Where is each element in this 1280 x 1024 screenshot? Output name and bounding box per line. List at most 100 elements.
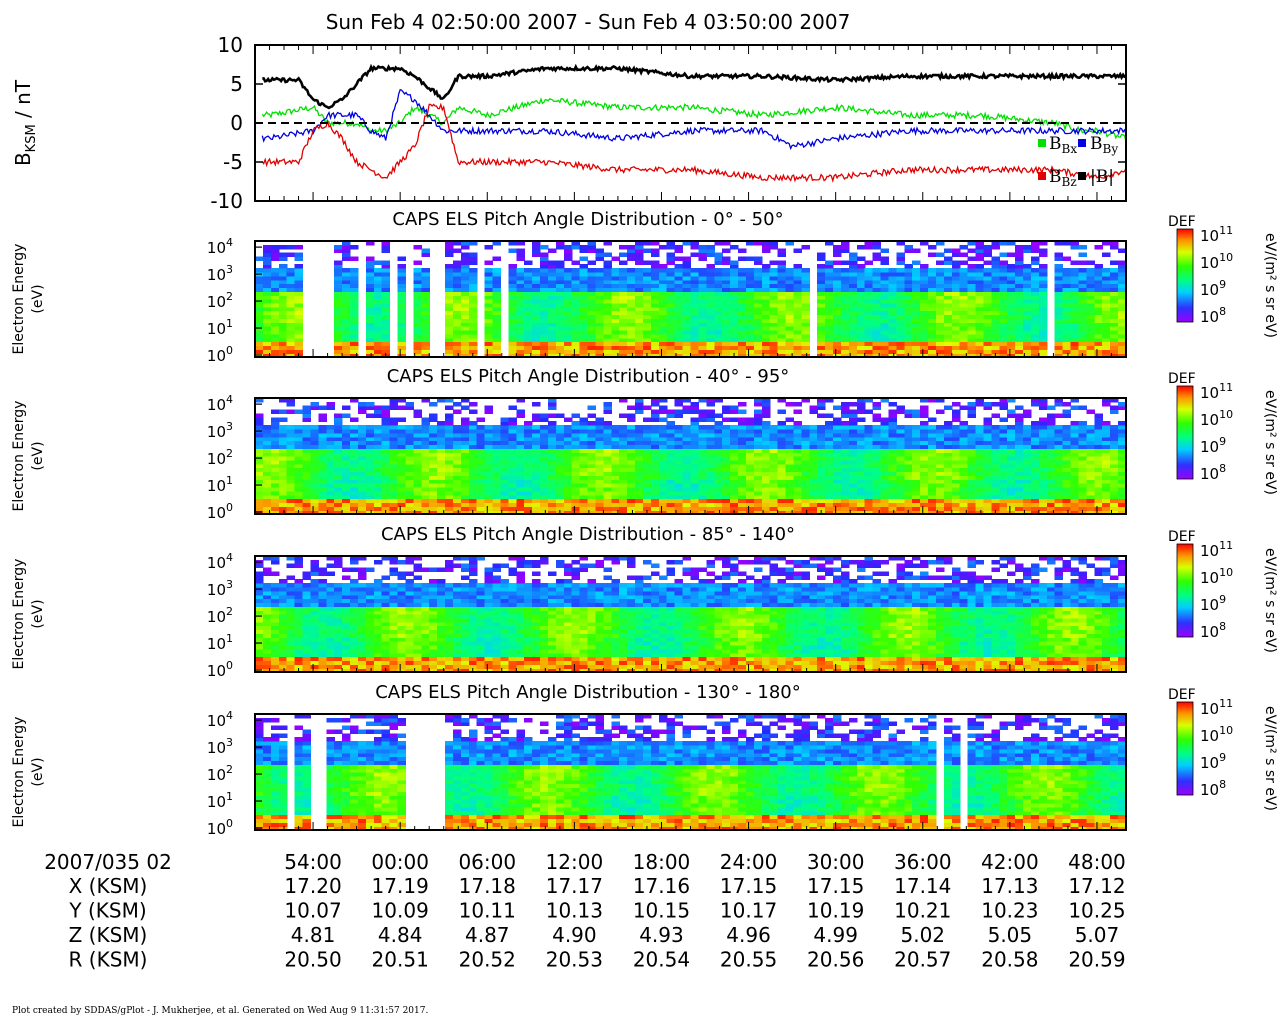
spectrogram-cell xyxy=(484,440,494,445)
spectrogram-cell xyxy=(342,302,351,308)
spectrogram-cell xyxy=(468,283,478,288)
spectrogram-cell xyxy=(270,287,280,292)
spectrogram-cell xyxy=(1070,314,1080,319)
spectrogram-cell xyxy=(381,463,391,469)
spectrogram-cell xyxy=(540,279,549,285)
spectrogram-cell xyxy=(650,425,660,430)
spectrogram-cell xyxy=(920,471,929,476)
spectrogram-cell xyxy=(381,326,391,331)
spectrogram-cell xyxy=(635,353,644,358)
spectrogram-cell xyxy=(809,436,818,442)
spectrogram-cell xyxy=(278,295,288,300)
spectrogram-cell xyxy=(357,444,367,449)
spectrogram-cell xyxy=(706,337,715,343)
spectrogram-cell xyxy=(429,456,438,461)
spectrogram-cell xyxy=(1078,279,1087,285)
spectrogram-cell xyxy=(793,409,802,415)
spectrogram-cell xyxy=(595,326,604,331)
spectrogram-cell xyxy=(912,306,921,312)
spectrogram-cell xyxy=(397,279,406,285)
spectrogram-cell xyxy=(627,405,636,411)
spectrogram-cell xyxy=(682,459,692,465)
spectrogram-cell xyxy=(595,318,604,323)
spectrogram-cell xyxy=(373,333,383,339)
spectrogram-cell xyxy=(967,268,977,273)
spectrogram-cell xyxy=(706,440,715,445)
spectrogram-cell xyxy=(548,413,557,418)
spectrogram-cell xyxy=(1054,349,1064,354)
spectrogram-cell xyxy=(413,299,422,304)
spectrogram-cell xyxy=(682,268,692,273)
spectrogram-cell xyxy=(706,299,715,304)
spectrogram-cell xyxy=(872,463,882,469)
spectrogram-cell xyxy=(350,436,359,442)
spectrogram-cell xyxy=(840,456,850,461)
spectrogram-cell xyxy=(753,459,763,465)
spectrogram-cell xyxy=(484,322,494,327)
spectrogram-cell xyxy=(880,421,889,426)
spectrogram-cell xyxy=(318,483,327,488)
spectrogram-cell xyxy=(698,345,707,350)
spectrogram-cell xyxy=(840,318,850,323)
spectrogram-cell xyxy=(753,506,763,511)
spectrogram-cell xyxy=(476,440,486,445)
spectrogram-cell xyxy=(492,467,501,473)
spectrogram-cell xyxy=(262,452,272,457)
spectrogram-cell xyxy=(1070,260,1080,265)
spectrogram-cell xyxy=(492,463,501,469)
spectrogram-cell xyxy=(262,268,272,273)
spectrogram-cell xyxy=(722,456,731,461)
spectrogram-cell xyxy=(896,271,905,277)
spectrogram-cell xyxy=(571,471,581,476)
spectrogram-cell xyxy=(880,471,889,476)
spectrogram-cell xyxy=(587,341,597,346)
spectrogram-cell xyxy=(856,271,866,277)
spectrogram-cell xyxy=(801,314,810,319)
spectrogram-cell xyxy=(563,252,573,258)
spectrogram-cell xyxy=(833,287,842,292)
spectrogram-cell xyxy=(825,310,834,316)
spectrogram-cell xyxy=(421,337,430,343)
spectrogram-cell xyxy=(864,490,874,496)
spectrogram-cell xyxy=(698,432,707,438)
spectrogram-cell xyxy=(342,271,351,277)
spectrogram-cell xyxy=(856,483,866,488)
spectrogram-cell xyxy=(730,444,739,449)
spectrogram-cell xyxy=(286,479,296,484)
spectrogram-cell xyxy=(492,314,501,319)
spectrogram-cell xyxy=(524,322,533,327)
spectrogram-cell xyxy=(326,436,335,442)
spectrogram-cell xyxy=(1078,329,1087,335)
spectrogram-cell xyxy=(563,341,573,346)
spectrogram-cell xyxy=(643,345,652,350)
spectrogram-cell xyxy=(777,306,787,312)
spectrogram-cell xyxy=(975,314,985,319)
spectrogram-cell xyxy=(468,494,478,500)
spectrogram-cell xyxy=(848,322,858,327)
spectrogram-cell xyxy=(714,428,723,434)
spectrogram-cell xyxy=(635,333,644,339)
spectrogram-cell xyxy=(769,440,779,445)
spectrogram-cell xyxy=(833,318,842,323)
spectrogram-cell xyxy=(1054,353,1064,358)
spectrogram-cell xyxy=(848,401,858,407)
spectrogram-cell xyxy=(1031,306,1040,312)
spectrogram-cell xyxy=(753,494,763,500)
spectrogram-cell xyxy=(548,279,557,285)
spectrogram-cell xyxy=(381,275,391,281)
spectrogram-cell xyxy=(674,268,684,273)
spectrogram-cell xyxy=(484,444,494,449)
spectrogram-cell xyxy=(777,436,787,442)
spectrogram-cell xyxy=(571,275,581,281)
spectrogram-cell xyxy=(278,291,288,296)
spectrogram-cell xyxy=(912,329,921,335)
spectrogram-cell xyxy=(350,440,359,445)
spectrogram-cell xyxy=(255,287,264,292)
spectrogram-cell xyxy=(397,291,406,296)
spectrogram-cell xyxy=(595,295,604,300)
spectrogram-cell xyxy=(896,306,905,312)
spectrogram-cell xyxy=(801,490,810,496)
spectrogram-cell xyxy=(563,444,573,449)
spectrogram-cell xyxy=(753,510,763,515)
spectrogram-cell xyxy=(334,459,343,465)
